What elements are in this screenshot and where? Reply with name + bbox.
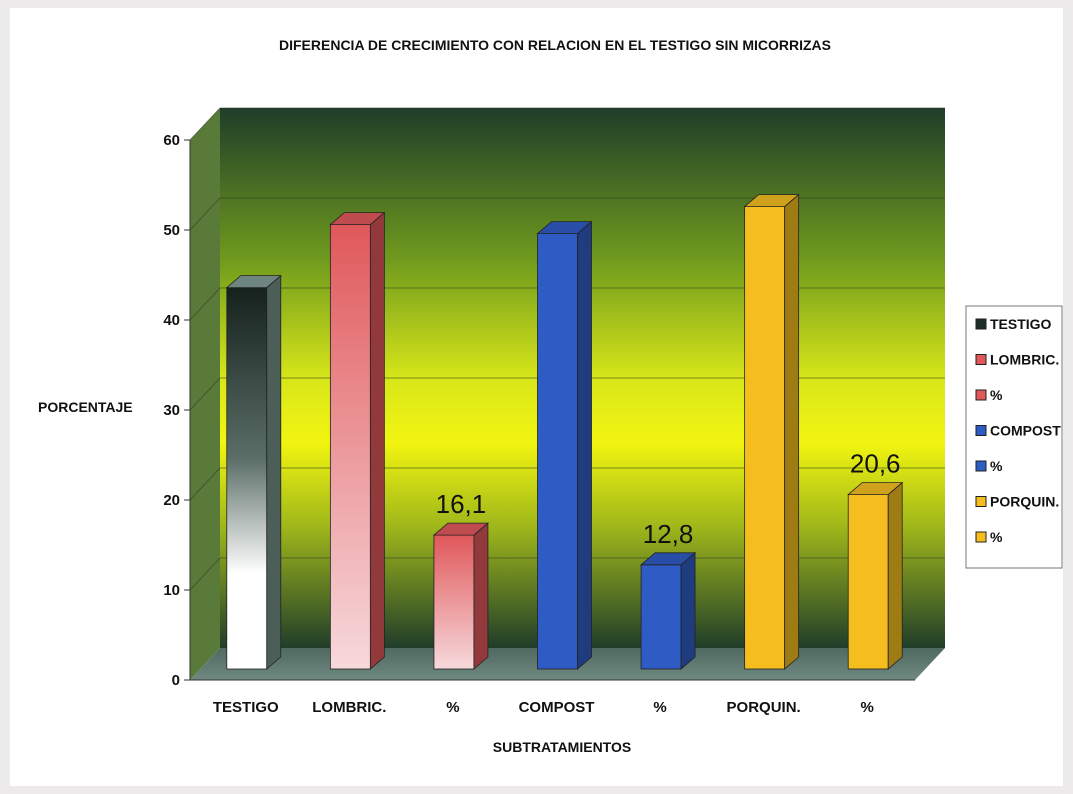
x-tick-label: % xyxy=(653,699,666,716)
bar xyxy=(329,211,386,670)
bar-side xyxy=(577,220,592,670)
bar-top xyxy=(743,194,800,208)
bar-top xyxy=(536,221,593,235)
y-tick-label: 50 xyxy=(163,222,180,239)
bar-top xyxy=(225,275,282,289)
bar-front xyxy=(537,233,578,670)
bar-front xyxy=(433,534,475,670)
y-tick-label: 0 xyxy=(172,672,180,689)
x-tick-label: COMPOST xyxy=(519,699,595,716)
legend-box xyxy=(965,305,1063,569)
bar xyxy=(225,274,282,670)
legend-label: TESTIGO xyxy=(990,316,1052,332)
bar xyxy=(639,551,697,670)
bar-top xyxy=(329,212,386,226)
bar-side xyxy=(887,481,903,670)
legend-label: COMPOST xyxy=(990,423,1061,439)
data-label: 20,6 xyxy=(850,449,901,479)
legend-label: % xyxy=(990,529,1003,545)
x-axis-title: SUBTRATAMIENTOS xyxy=(493,739,631,755)
bar-side xyxy=(266,274,282,670)
bar-front xyxy=(744,206,786,670)
bar-top xyxy=(432,522,490,536)
bar-side xyxy=(784,193,800,670)
bar-side xyxy=(369,211,385,670)
x-tick-label: % xyxy=(861,699,874,716)
legend-swatch xyxy=(975,389,987,401)
bar-side xyxy=(473,522,489,670)
chart-title: DIFERENCIA DE CRECIMIENTO CON RELACION E… xyxy=(279,37,831,53)
x-tick-label: PORQUIN. xyxy=(727,699,801,716)
gridline xyxy=(189,467,945,501)
y-tick-label: 40 xyxy=(163,312,180,329)
y-tick-label: 30 xyxy=(163,402,180,419)
bar xyxy=(432,522,490,670)
bar-front xyxy=(847,494,889,670)
x-tick-label: LOMBRIC. xyxy=(312,699,386,716)
gridline xyxy=(189,287,945,321)
bar xyxy=(536,220,593,670)
legend-swatch xyxy=(975,531,987,543)
x-tick-label: % xyxy=(446,699,459,716)
y-tick-label: 60 xyxy=(163,132,180,149)
bar-top xyxy=(639,552,697,566)
data-label: 12,8 xyxy=(643,519,694,549)
legend-swatch xyxy=(975,318,987,330)
data-label: 16,1 xyxy=(436,489,487,519)
legend-swatch xyxy=(975,425,987,436)
bar-top xyxy=(847,482,904,496)
bar-side xyxy=(680,551,696,670)
y-axis-title: PORCENTAJE xyxy=(38,399,133,415)
gridline xyxy=(189,197,945,231)
y-tick-label: 20 xyxy=(163,492,180,509)
bar xyxy=(847,481,904,670)
bar-front xyxy=(329,224,371,670)
gridline xyxy=(189,557,945,591)
legend-label: % xyxy=(990,458,1003,474)
gridline xyxy=(189,107,945,141)
legend-label: PORQUIN. xyxy=(990,494,1059,510)
legend-swatch xyxy=(975,496,987,507)
bar-front xyxy=(640,564,682,670)
bar-front xyxy=(226,287,268,670)
bar xyxy=(743,193,800,670)
y-tick-label: 10 xyxy=(163,582,180,599)
legend-swatch xyxy=(975,460,987,472)
gridline xyxy=(189,377,945,411)
legend-label: LOMBRIC. xyxy=(990,352,1059,368)
legend-label: % xyxy=(990,387,1003,403)
legend-swatch xyxy=(975,354,987,365)
x-tick-label: TESTIGO xyxy=(213,699,279,716)
